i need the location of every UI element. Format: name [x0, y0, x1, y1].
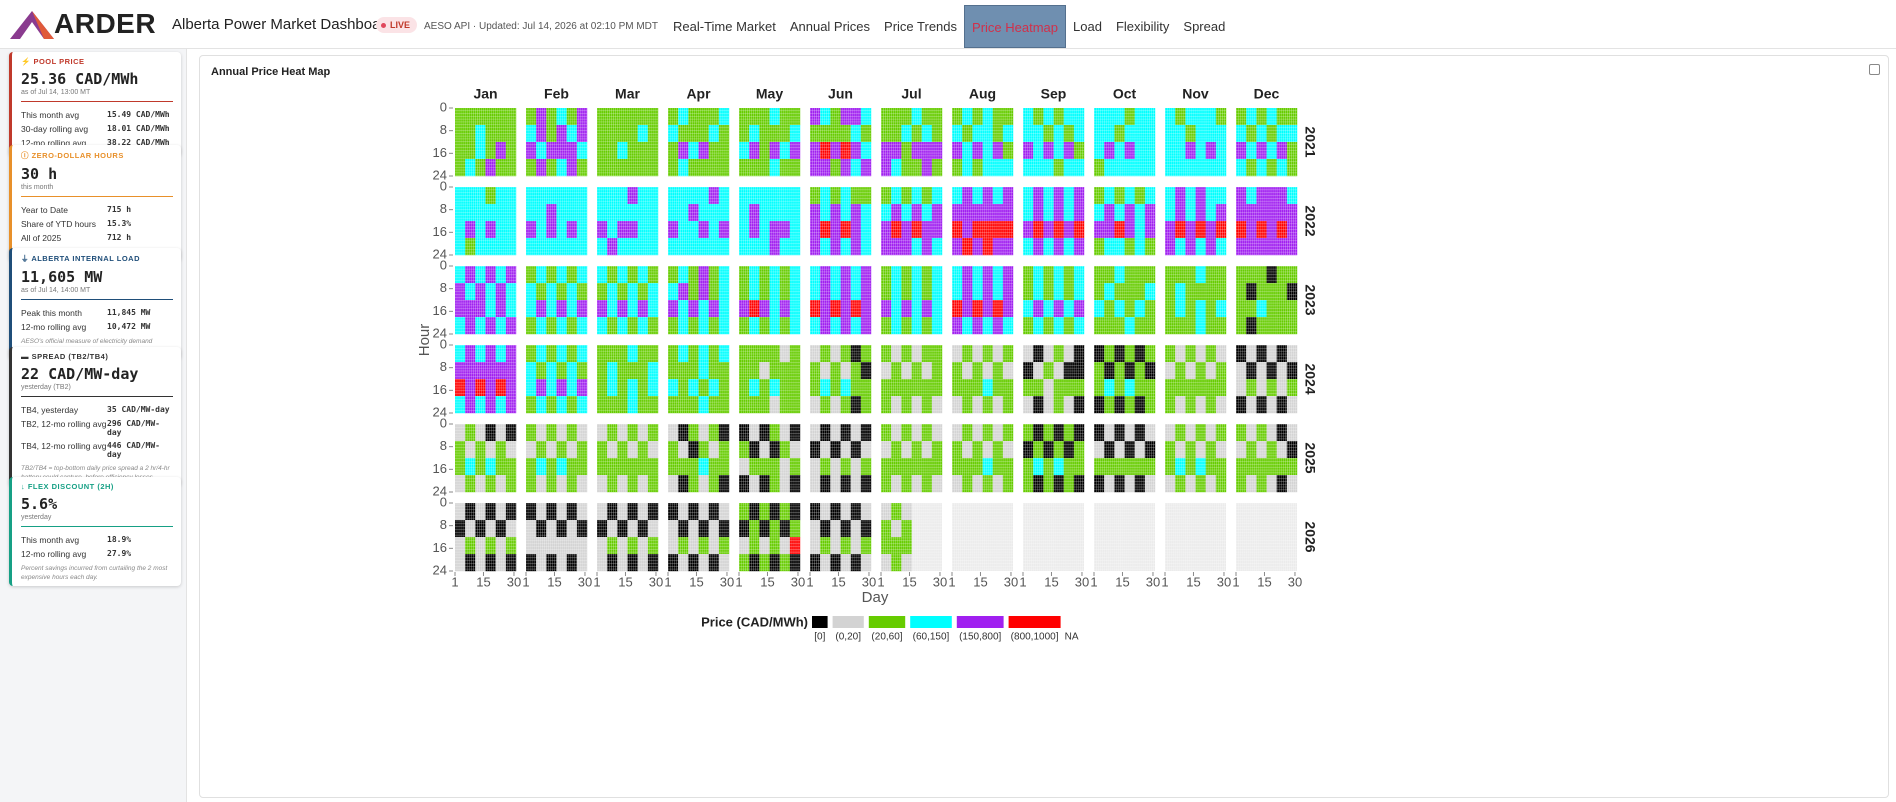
row-value: 10,472 MW	[107, 322, 151, 331]
row-value: 11,845 MW	[107, 308, 151, 317]
card-icon: ⚡	[21, 57, 31, 66]
card-title-text: ALBERTA INTERNAL LOAD	[31, 254, 141, 263]
card-row: This month avg 15.49 CAD/MWh	[21, 110, 173, 120]
live-badge: LIVE	[376, 17, 418, 33]
row-value: 38.22 CAD/MWh	[107, 138, 170, 147]
logo-mark	[10, 11, 54, 39]
row-value: 27.9%	[107, 549, 132, 558]
logo-text: ARDER	[54, 8, 157, 39]
metric-card: ⏚ ALBERTA INTERNAL LOAD 11,605 MW as of Ju…	[9, 248, 181, 359]
card-row: Peak this month 11,845 MW	[21, 308, 173, 318]
card-row: This month avg 18.9%	[21, 535, 173, 545]
card-icon: ↓	[21, 482, 26, 491]
card-rows: TB4, yesterday 35 CAD/MW-day TB2, 12-mo ro…	[21, 396, 173, 459]
row-label: 12-mo rolling avg	[21, 549, 87, 559]
nav-tab[interactable]: Spread	[1183, 19, 1226, 34]
card-row: All of 2025 712 h	[21, 233, 173, 243]
card-row: TB4, 12-mo rolling avg 446 CAD/MW-day	[21, 441, 173, 459]
card-value: 25.36 CAD/MWh	[21, 70, 139, 88]
card-title-text: SPREAD (TB2/TB4)	[31, 352, 109, 361]
card-icon: ⏚	[21, 254, 29, 263]
row-label: Peak this month	[21, 308, 82, 318]
nav-tab[interactable]: Price Trends	[884, 19, 958, 34]
nav-tab[interactable]: Load	[1073, 19, 1102, 34]
card-title: ⏚ ALBERTA INTERNAL LOAD	[21, 253, 173, 264]
metric-card: ⚡ POOL PRICE 25.36 CAD/MWh as of Jul 14, 1…	[9, 52, 181, 156]
card-row: Year to Date 715 h	[21, 205, 173, 215]
nav-tab[interactable]: Annual Prices	[789, 19, 871, 34]
row-label: 12-mo rolling avg	[21, 138, 87, 148]
status-text: AESO API · Updated: Jul 14, 2026 at 02:1…	[424, 21, 659, 32]
card-note: Percent savings incurred from curtailing…	[21, 565, 168, 581]
metric-card: ⓘ ZERO-DOLLAR HOURS 30 h this month Year to…	[9, 145, 181, 261]
card-sub: yesterday	[21, 514, 52, 521]
row-label: All of 2025	[21, 233, 62, 243]
panel-title: Annual Price Heat Map	[211, 66, 331, 78]
row-value: 35 CAD/MW-day	[107, 405, 170, 414]
card-rows: Peak this month 11,845 MW 12-mo rolling av…	[21, 299, 173, 332]
card-rows: This month avg 18.9% 12-mo rolling avg 27.9…	[21, 526, 173, 559]
card-title: ⚡ POOL PRICE	[21, 57, 173, 66]
row-label: This month avg	[21, 110, 80, 120]
logo[interactable]: ARDER	[8, 6, 156, 42]
row-label: TB4, yesterday	[21, 405, 79, 415]
row-value: 712 h	[107, 233, 132, 242]
row-label: This month avg	[21, 535, 80, 545]
row-value: 296 CAD/MW-day	[107, 419, 160, 437]
card-row: Share of YTD hours 15.3%	[21, 219, 173, 229]
row-value: 715 h	[107, 205, 132, 214]
nav: Real-Time Market Annual Prices Price Trend…	[666, 5, 1232, 48]
card-title: ↓ FLEX DISCOUNT (2H)	[21, 482, 173, 491]
card-row: TB4, yesterday 35 CAD/MW-day	[21, 405, 173, 415]
card-rows: This month avg 15.49 CAD/MWh 30-day rollin…	[21, 101, 173, 148]
card-sub: as of Jul 14, 14:00 MT	[21, 287, 91, 294]
card-row: 12-mo rolling avg 38.22 CAD/MWh	[21, 138, 173, 148]
card-rows: Year to Date 715 h Share of YTD hours 15.3%…	[21, 196, 173, 243]
card-title-text: ZERO-DOLLAR HOURS	[31, 151, 124, 160]
row-label: 12-mo rolling avg	[21, 322, 87, 332]
card-icon: ⓘ	[21, 151, 29, 160]
row-value: 18.01 CAD/MWh	[107, 124, 170, 133]
app-title: Alberta Power Market Dashboard	[172, 16, 394, 33]
card-sub: yesterday (TB2)	[21, 384, 71, 391]
nav-tab[interactable]: Price Heatmap	[964, 5, 1067, 48]
card-title-text: POOL PRICE	[33, 57, 85, 66]
nav-tab[interactable]: Flexibility	[1115, 19, 1170, 34]
card-row: 12-mo rolling avg 27.9%	[21, 549, 173, 559]
card-title: ⓘ ZERO-DOLLAR HOURS	[21, 150, 173, 161]
card-value: 5.6%	[21, 495, 58, 513]
card-row: 30-day rolling avg 18.01 CAD/MWh	[21, 124, 173, 134]
row-label: Year to Date	[21, 205, 68, 215]
card-row: TB2, 12-mo rolling avg 296 CAD/MW-day	[21, 419, 173, 437]
card-title: ▬ SPREAD (TB2/TB4)	[21, 352, 173, 361]
main-panel: Annual Price Heat Map	[199, 55, 1889, 798]
card-value: 22 CAD/MW-day	[21, 365, 139, 383]
metric-card: ↓ FLEX DISCOUNT (2H) 5.6% yesterday This mo…	[9, 477, 181, 586]
card-icon: ▬	[21, 352, 29, 361]
top-bar: ARDER Alberta Power Market Dashboard LIV…	[0, 0, 1896, 49]
row-value: 15.3%	[107, 219, 132, 228]
card-sub: as of Jul 14, 13:00 MT	[21, 89, 91, 96]
row-value: 18.9%	[107, 535, 132, 544]
nav-tab[interactable]: Real-Time Market	[673, 19, 776, 34]
card-row: 12-mo rolling avg 10,472 MW	[21, 322, 173, 332]
card-title-text: FLEX DISCOUNT (2H)	[27, 482, 114, 491]
row-label: 30-day rolling avg	[21, 124, 89, 134]
row-value: 15.49 CAD/MWh	[107, 110, 170, 119]
row-label: Share of YTD hours	[21, 219, 96, 229]
card-value: 30 h	[21, 165, 58, 183]
card-value: 11,605 MW	[21, 268, 103, 286]
row-value: 446 CAD/MW-day	[107, 441, 160, 459]
row-label: TB2, 12-mo rolling avg	[21, 419, 107, 429]
row-label: TB4, 12-mo rolling avg	[21, 441, 107, 451]
panel-icon[interactable]	[1869, 64, 1880, 75]
card-sub: this month	[21, 184, 54, 191]
metric-card: ▬ SPREAD (TB2/TB4) 22 CAD/MW-day yesterday…	[9, 347, 181, 486]
